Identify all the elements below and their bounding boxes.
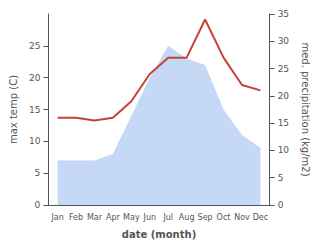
svg-text:Jun: Jun [143,213,157,222]
svg-text:Nov: Nov [234,213,250,222]
svg-text:25: 25 [29,41,40,51]
svg-text:Jan: Jan [50,213,63,222]
svg-text:Oct: Oct [217,213,231,222]
svg-text:Sep: Sep [198,213,213,222]
svg-text:20: 20 [278,91,290,101]
svg-text:30: 30 [278,36,290,46]
svg-text:10: 10 [278,145,290,155]
svg-text:5: 5 [35,168,41,178]
svg-text:med. precipitation (kg/m2): med. precipitation (kg/m2) [300,42,311,176]
svg-text:0: 0 [278,200,284,210]
svg-text:35: 35 [278,9,289,19]
svg-text:Aug: Aug [179,213,195,222]
svg-text:date (month): date (month) [122,229,196,240]
svg-text:15: 15 [29,105,40,115]
svg-text:10: 10 [29,136,41,146]
svg-text:Feb: Feb [69,213,83,222]
svg-text:Dec: Dec [253,213,268,222]
svg-text:May: May [123,213,140,222]
svg-text:0: 0 [35,200,41,210]
svg-text:Mar: Mar [87,213,103,222]
svg-text:Jul: Jul [162,213,173,222]
svg-text:15: 15 [278,118,289,128]
svg-text:Apr: Apr [106,213,121,222]
svg-text:max temp (C): max temp (C) [8,75,19,144]
svg-text:25: 25 [278,64,289,74]
svg-text:20: 20 [29,73,41,83]
svg-text:5: 5 [278,173,284,183]
